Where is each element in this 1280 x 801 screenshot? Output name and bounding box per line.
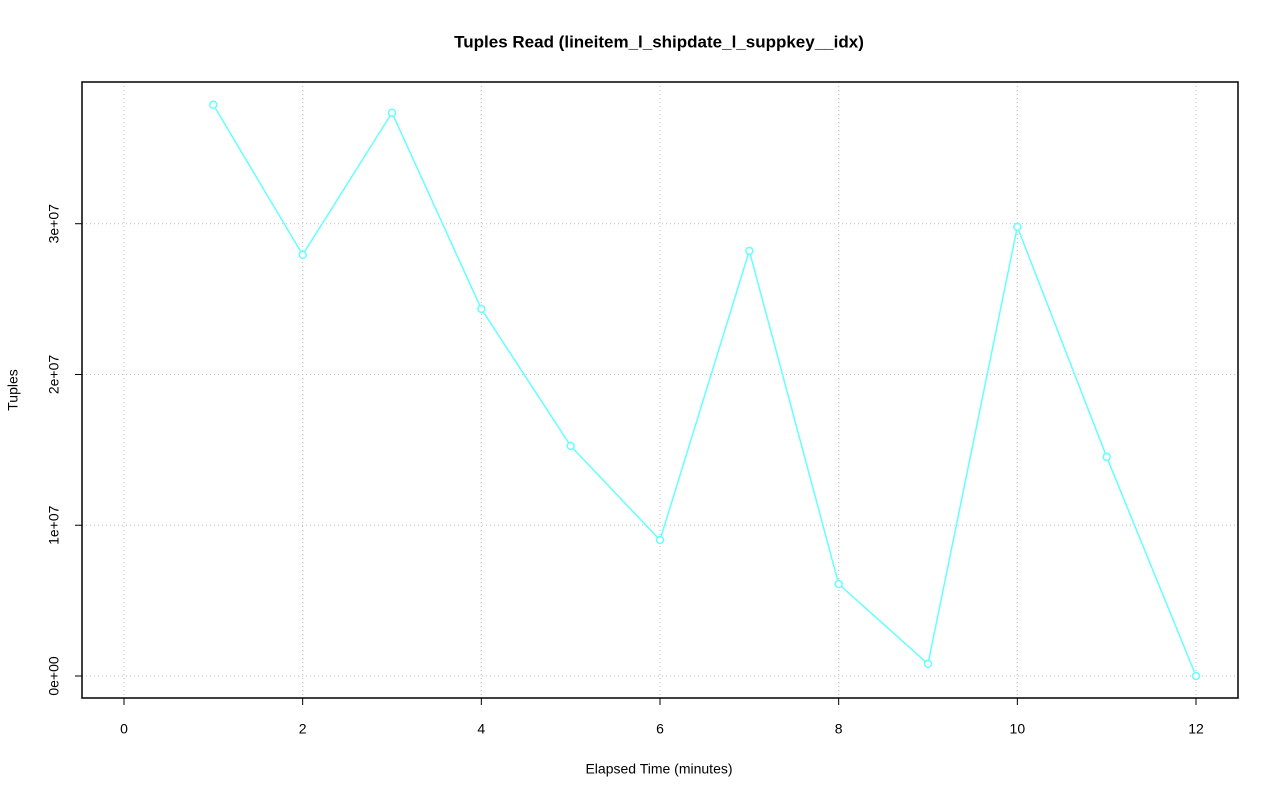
- x-tick-label: 8: [835, 721, 843, 737]
- x-tick-label: 0: [120, 721, 128, 737]
- chart-title: Tuples Read (lineitem_l_shipdate_l_suppk…: [454, 32, 864, 51]
- x-tick-label: 2: [299, 721, 307, 737]
- x-tick-label: 12: [1188, 721, 1204, 737]
- x-tick-label: 10: [1010, 721, 1026, 737]
- data-point: [209, 100, 218, 110]
- data-point: [745, 246, 754, 256]
- data-point: [923, 659, 933, 669]
- x-axis-label: Elapsed Time (minutes): [585, 761, 732, 777]
- data-point: [655, 535, 665, 545]
- y-tick-label: 2e+07: [46, 355, 62, 395]
- data-point: [387, 108, 397, 118]
- x-tick-label: 6: [656, 721, 664, 737]
- y-tick-label: 3e+07: [46, 204, 62, 244]
- y-tick-label: 0e+00: [46, 656, 62, 696]
- data-point: [298, 250, 307, 260]
- data-point: [477, 304, 486, 314]
- x-tick-label: 4: [477, 721, 485, 737]
- data-point: [1102, 452, 1111, 462]
- y-tick-label: 1e+07: [46, 505, 62, 545]
- data-point: [566, 441, 575, 451]
- data-point: [834, 579, 843, 589]
- data-line: [212, 104, 1197, 677]
- y-axis-label: Tuples: [5, 369, 21, 411]
- plot-frame: [81, 81, 1239, 699]
- data-point: [1013, 222, 1022, 232]
- data-point: [1191, 671, 1201, 681]
